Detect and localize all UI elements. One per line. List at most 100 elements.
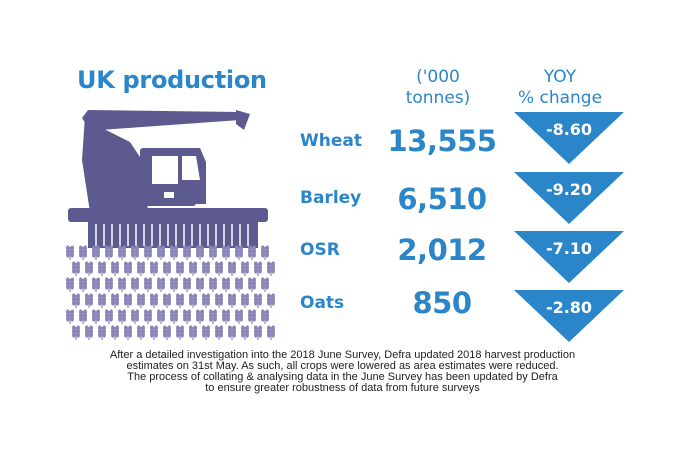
- wheat-stalk-icon: [209, 245, 217, 260]
- wheat-stalk-icon: [170, 245, 178, 260]
- footnote: After a detailed investigation into the …: [60, 350, 625, 394]
- production-header-line-2: tonnes): [405, 88, 471, 108]
- production-value: 850: [412, 286, 472, 320]
- wheat-stalk-icon: [157, 245, 165, 260]
- wheat-stalk-icon: [176, 293, 184, 308]
- wheat-stalk-icon: [228, 325, 236, 340]
- wheat-stalk-icon: [137, 293, 145, 308]
- wheat-stalk-icon: [111, 293, 119, 308]
- wheat-stalk-icon: [111, 325, 119, 340]
- wheat-stalk-icon: [66, 309, 74, 324]
- wheat-stalk-icon: [157, 277, 165, 292]
- wheat-stalk-icon: [261, 277, 269, 292]
- wheat-stalk-icon: [254, 293, 262, 308]
- wheat-stalk-icon: [85, 325, 93, 340]
- wheat-stalk-icon: [144, 309, 152, 324]
- wheat-stalk-icon: [241, 293, 249, 308]
- wheat-stalk-icon: [118, 309, 126, 324]
- wheat-stalk-icon: [105, 309, 113, 324]
- wheat-stalk-icon: [202, 261, 210, 276]
- wheat-stalk-icon: [222, 277, 230, 292]
- wheat-stalk-icon: [215, 325, 223, 340]
- yoy-value: -2.80: [545, 298, 593, 317]
- wheat-stalk-icon: [261, 309, 269, 324]
- wheat-stalk-icon: [248, 277, 256, 292]
- yoy-indicator: -9.20: [514, 172, 624, 224]
- wheat-stalk-icon: [98, 261, 106, 276]
- crop-label: OSR: [300, 240, 340, 260]
- footnote-line: estimates on 31st May. As such, all crop…: [126, 360, 559, 372]
- wheat-stalk-icon: [118, 245, 126, 260]
- wheat-stalk-icon: [189, 325, 197, 340]
- yoy-value: -8.60: [545, 120, 593, 139]
- wheat-stalk-icon: [222, 245, 230, 260]
- wheat-stalk-icon: [79, 277, 87, 292]
- wheat-stalk-icon: [215, 293, 223, 308]
- yoy-value: -9.20: [545, 180, 593, 199]
- footnote-line: After a detailed investigation into the …: [109, 349, 576, 361]
- wheat-stalk-icon: [98, 293, 106, 308]
- yoy-header-line-1: YOY: [543, 67, 577, 87]
- wheat-stalk-icon: [254, 261, 262, 276]
- wheat-stalk-icon: [105, 277, 113, 292]
- wheat-stalk-icon: [261, 245, 269, 260]
- production-column-header: ('000 tonnes): [383, 67, 493, 109]
- wheat-stalk-icon: [105, 245, 113, 260]
- wheat-stalk-icon: [137, 325, 145, 340]
- wheat-stalk-icon: [98, 325, 106, 340]
- wheat-stalk-icon: [72, 261, 80, 276]
- wheat-stalk-icon: [183, 277, 191, 292]
- wheat-stalk-icon: [222, 309, 230, 324]
- wheat-stalk-icon: [267, 261, 275, 276]
- yoy-indicator: -7.10: [514, 231, 624, 283]
- wheat-stalk-icon: [183, 245, 191, 260]
- wheat-stalk-icon: [150, 293, 158, 308]
- wheat-stalk-icon: [85, 261, 93, 276]
- wheat-stalk-icon: [131, 245, 139, 260]
- wheat-stalk-icon: [124, 261, 132, 276]
- wheat-stalk-icon: [124, 293, 132, 308]
- wheat-stalk-icon: [150, 325, 158, 340]
- yoy-column-header: YOY % change: [500, 67, 620, 109]
- crop-label: Wheat: [300, 131, 362, 151]
- crop-label: Barley: [300, 188, 362, 208]
- wheat-stalk-icon: [66, 245, 74, 260]
- wheat-stalk-icon: [189, 261, 197, 276]
- wheat-stalk-icon: [92, 245, 100, 260]
- wheat-stalk-icon: [202, 293, 210, 308]
- down-triangle-icon: [514, 231, 624, 283]
- wheat-stalk-icon: [111, 261, 119, 276]
- wheat-stalk-icon: [241, 261, 249, 276]
- wheat-stalk-icon: [254, 325, 262, 340]
- down-triangle-icon: [514, 112, 624, 164]
- wheat-stalk-icon: [248, 245, 256, 260]
- down-triangle-icon: [514, 172, 624, 224]
- wheat-stalk-icon: [72, 293, 80, 308]
- wheat-stalk-icon: [66, 277, 74, 292]
- wheat-stalk-icon: [196, 309, 204, 324]
- yoy-header-line-2: % change: [517, 88, 603, 108]
- wheat-stalk-icon: [72, 325, 80, 340]
- wheat-stalk-icon: [215, 261, 223, 276]
- wheat-stalk-icon: [235, 245, 243, 260]
- wheat-stalk-icon: [170, 309, 178, 324]
- wheat-stalk-icon: [79, 309, 87, 324]
- wheat-stalk-icon: [228, 293, 236, 308]
- yoy-indicator: -2.80: [514, 290, 624, 342]
- crop-label: Oats: [300, 293, 345, 313]
- wheat-stalk-icon: [241, 325, 249, 340]
- wheat-stalk-icon: [235, 309, 243, 324]
- wheat-stalk-icon: [196, 277, 204, 292]
- footnote-line: to ensure greater robustness of data fro…: [205, 382, 480, 394]
- wheat-stalk-icon: [248, 309, 256, 324]
- wheat-stalk-icon: [92, 277, 100, 292]
- wheat-stalk-icon: [157, 309, 165, 324]
- wheat-stalk-icon: [235, 277, 243, 292]
- wheat-stalk-icon: [163, 325, 171, 340]
- wheat-stalk-icon: [144, 245, 152, 260]
- wheat-stalk-icon: [209, 277, 217, 292]
- down-triangle-icon: [514, 290, 624, 342]
- page-title: UK production: [77, 66, 267, 94]
- yoy-indicator: -8.60: [514, 112, 624, 164]
- production-header-line-1: ('000: [416, 67, 460, 87]
